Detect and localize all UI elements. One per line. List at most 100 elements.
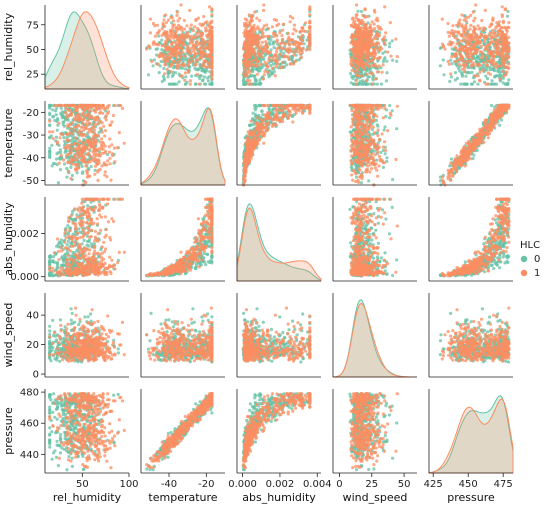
point-hlc-0 xyxy=(276,42,280,46)
point-hlc-1 xyxy=(185,44,190,49)
point-hlc-0 xyxy=(464,74,468,78)
point-hlc-1 xyxy=(381,38,385,42)
point-hlc-0 xyxy=(181,66,185,70)
point-hlc-1 xyxy=(507,35,511,40)
point-hlc-1 xyxy=(249,37,253,42)
point-hlc-1 xyxy=(370,82,374,86)
point-hlc-1 xyxy=(68,108,72,112)
point-hlc-1 xyxy=(504,42,509,46)
point-hlc-1 xyxy=(78,139,82,143)
point-hlc-1 xyxy=(157,54,161,58)
point-hlc-0 xyxy=(59,106,63,110)
point-hlc-1 xyxy=(69,127,73,131)
point-hlc-1 xyxy=(374,65,378,69)
point-hlc-1 xyxy=(368,53,372,58)
point-hlc-0 xyxy=(243,82,247,86)
point-hlc-1 xyxy=(171,23,175,27)
point-hlc-1 xyxy=(92,155,96,159)
point-hlc-1 xyxy=(388,21,392,25)
point-hlc-1 xyxy=(109,123,113,127)
point-hlc-1 xyxy=(249,82,253,86)
point-hlc-1 xyxy=(85,169,89,173)
point-hlc-1 xyxy=(185,31,189,35)
point-hlc-1 xyxy=(487,59,491,64)
point-hlc-1 xyxy=(363,8,367,12)
point-hlc-1 xyxy=(245,78,249,82)
point-hlc-1 xyxy=(304,106,308,110)
point-hlc-1 xyxy=(491,49,495,53)
point-hlc-1 xyxy=(507,48,511,53)
point-hlc-1 xyxy=(469,59,473,63)
point-hlc-1 xyxy=(111,113,116,118)
point-hlc-0 xyxy=(384,79,389,83)
point-hlc-1 xyxy=(105,175,109,179)
point-hlc-1 xyxy=(92,128,97,132)
point-hlc-1 xyxy=(159,51,163,55)
point-hlc-0 xyxy=(70,173,74,178)
point-hlc-1 xyxy=(470,56,474,61)
point-hlc-0 xyxy=(505,82,509,86)
point-hlc-1 xyxy=(59,132,63,136)
point-hlc-1 xyxy=(482,61,486,65)
point-hlc-1 xyxy=(96,168,101,172)
point-hlc-0 xyxy=(48,123,52,127)
point-hlc-1 xyxy=(374,36,378,41)
point-hlc-1 xyxy=(181,50,185,55)
point-hlc-1 xyxy=(204,65,208,69)
point-hlc-1 xyxy=(202,54,206,58)
point-hlc-1 xyxy=(496,39,500,43)
point-hlc-1 xyxy=(456,58,460,62)
point-hlc-1 xyxy=(188,37,192,41)
point-hlc-1 xyxy=(89,105,93,109)
point-hlc-1 xyxy=(355,26,359,31)
point-hlc-1 xyxy=(175,61,179,65)
point-hlc-1 xyxy=(252,63,256,67)
point-hlc-1 xyxy=(354,82,358,86)
point-hlc-1 xyxy=(364,79,368,83)
point-hlc-1 xyxy=(472,52,476,56)
point-hlc-1 xyxy=(160,27,164,31)
point-hlc-1 xyxy=(474,50,479,55)
point-hlc-0 xyxy=(184,75,188,79)
point-hlc-1 xyxy=(278,31,282,35)
point-hlc-1 xyxy=(308,5,312,9)
point-hlc-1 xyxy=(86,103,90,108)
point-hlc-1 xyxy=(290,38,294,42)
point-hlc-1 xyxy=(78,151,82,155)
point-hlc-1 xyxy=(370,20,374,24)
point-hlc-0 xyxy=(258,82,262,86)
point-hlc-1 xyxy=(257,18,262,23)
point-hlc-1 xyxy=(358,47,362,52)
point-hlc-1 xyxy=(163,63,167,67)
point-hlc-0 xyxy=(385,71,389,75)
point-hlc-1 xyxy=(200,64,204,68)
point-hlc-1 xyxy=(483,26,487,31)
point-hlc-0 xyxy=(484,74,488,78)
point-hlc-1 xyxy=(446,30,450,34)
point-hlc-0 xyxy=(285,63,289,67)
point-hlc-1 xyxy=(466,55,470,59)
point-hlc-1 xyxy=(64,116,69,120)
point-hlc-1 xyxy=(108,162,112,166)
point-hlc-1 xyxy=(101,147,105,151)
point-hlc-1 xyxy=(501,59,505,63)
point-hlc-1 xyxy=(165,30,169,34)
point-hlc-1 xyxy=(110,143,114,147)
point-hlc-1 xyxy=(278,105,282,109)
point-hlc-1 xyxy=(377,64,381,68)
point-hlc-1 xyxy=(293,109,298,113)
point-hlc-1 xyxy=(253,10,257,14)
point-hlc-1 xyxy=(174,51,178,55)
point-hlc-1 xyxy=(366,57,370,62)
y-axis-label: rel_humidity xyxy=(2,12,15,81)
point-hlc-1 xyxy=(457,62,461,66)
point-hlc-0 xyxy=(254,103,258,108)
point-hlc-1 xyxy=(245,35,249,40)
point-hlc-1 xyxy=(174,47,178,52)
point-hlc-1 xyxy=(78,143,82,148)
point-hlc-1 xyxy=(243,59,247,63)
point-hlc-1 xyxy=(194,18,198,22)
point-hlc-1 xyxy=(173,33,177,37)
